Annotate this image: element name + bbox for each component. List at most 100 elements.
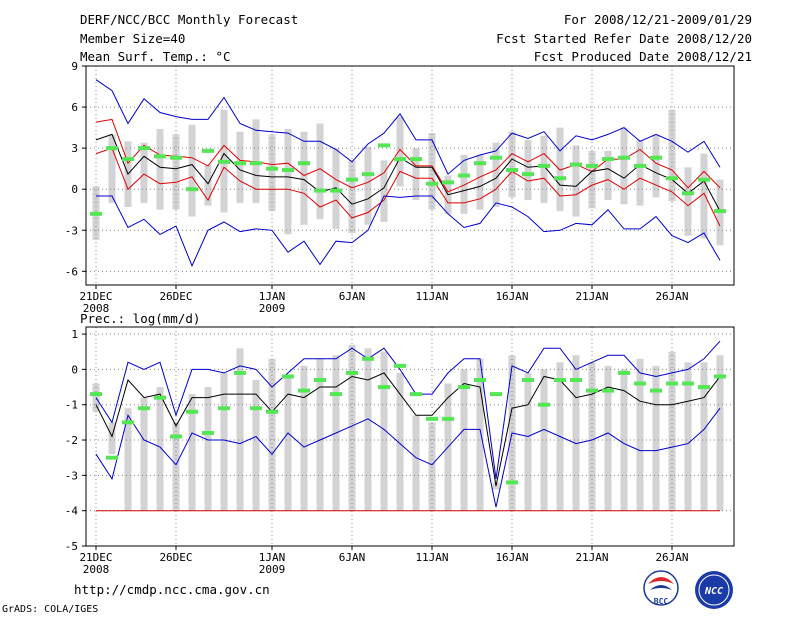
temp-series-min — [96, 195, 721, 268]
prec-range-bar — [220, 372, 228, 511]
temp-ensemble-mark — [106, 146, 118, 151]
source-url[interactable]: http://cmdp.ncc.cma.gov.cn — [74, 582, 270, 597]
temp-x-tick-label: 21JAN — [575, 290, 608, 303]
temp-ensemble-mark — [682, 191, 694, 196]
prec-frame — [85, 326, 735, 547]
temp-series-max — [95, 79, 721, 175]
temp-y-tick-label: 3 — [71, 142, 78, 155]
temp-ensemble-mark — [282, 168, 294, 173]
temp-ensemble-mark — [570, 162, 582, 167]
prec-ensemble-mark — [442, 416, 454, 421]
temp-range-bar — [588, 150, 596, 209]
prec-ensemble-mark — [618, 370, 630, 375]
prec-range-bar — [716, 355, 724, 511]
temp-ensemble-mark — [458, 173, 470, 178]
prec-range-bar — [124, 408, 132, 511]
prec-x-tick-label: 21JAN — [575, 551, 608, 564]
temp-range-bar — [252, 119, 260, 203]
prec-ensemble-mark — [506, 480, 518, 485]
precip-variable-label: Prec.: log(mm/d) — [80, 311, 201, 326]
bcc-logo-icon: BCC — [643, 570, 679, 606]
prec-ensemble-mark — [698, 385, 710, 390]
temp-ensemble-mark — [522, 172, 534, 177]
temp-ensemble-mark — [186, 187, 198, 192]
prec-series-mean — [95, 372, 721, 487]
prec-range-bar — [428, 422, 436, 511]
prec-x-tick-label: 6JAN — [339, 551, 366, 564]
prec-ensemble-mark — [378, 385, 390, 390]
temp-ensemble-mark — [426, 181, 438, 186]
temp-range-bar — [620, 127, 628, 205]
prec-ensemble-mark — [714, 374, 726, 379]
prec-ensemble-mark — [234, 370, 246, 375]
prec-x-tick-year-label: 2008 — [83, 563, 110, 576]
temp-ensemble-mark — [650, 155, 662, 160]
forecast-period: For 2008/12/21-2009/01/29 — [563, 12, 752, 27]
temp-range-bar — [572, 145, 580, 217]
prec-range-bar — [652, 365, 660, 511]
temp-range-bar — [476, 154, 484, 210]
prec-range-bar — [252, 379, 260, 511]
temp-range-bar — [412, 148, 420, 201]
temp-range-bar — [524, 139, 532, 201]
temp-ensemble-mark — [634, 163, 646, 168]
temp-ensemble-mark — [410, 157, 422, 162]
prec-ensemble-mark — [282, 374, 294, 379]
prec-y-tick-label: -2 — [65, 434, 78, 447]
prec-x-tick-label: 11JAN — [415, 551, 448, 564]
temp-range-bar — [140, 142, 148, 203]
temp-ensemble-mark — [298, 161, 310, 166]
prec-ensemble-mark — [202, 430, 214, 435]
prec-ensemble-mark — [666, 381, 678, 386]
prec-ensemble-mark — [426, 416, 438, 421]
prec-ensemble-mark — [682, 381, 694, 386]
temp-range-bar — [428, 133, 436, 210]
prec-ensemble-mark — [122, 420, 134, 425]
prec-ensemble-mark — [410, 392, 422, 397]
prec-ensemble-mark — [586, 388, 598, 393]
prec-ensemble-mark — [474, 377, 486, 382]
temp-ensemble-mark — [170, 155, 182, 160]
temp-range-bar — [172, 134, 180, 210]
temp-ensemble-mark — [490, 155, 502, 160]
prec-x-tick-year-label: 2009 — [259, 563, 286, 576]
prec-range-bar — [236, 348, 244, 511]
temp-y-tick-label: 9 — [71, 60, 78, 73]
prec-range-bar — [140, 397, 148, 511]
temp-ensemble-mark — [602, 157, 614, 162]
temp-series-spread_lower — [95, 147, 721, 227]
temp-ensemble-mark — [154, 154, 166, 159]
prec-ensemble-mark — [650, 388, 662, 393]
prec-x-tick-label: 26JAN — [655, 551, 688, 564]
temp-y-tick-label: -3 — [65, 224, 78, 237]
prec-ensemble-mark — [538, 402, 550, 407]
prec-y-tick-label: -5 — [65, 540, 78, 553]
temp-range-bar — [636, 139, 644, 206]
temp-range-bar — [652, 134, 660, 198]
temp-ensemble-mark — [618, 155, 630, 160]
prec-ensemble-mark — [394, 363, 406, 368]
prec-series-max — [95, 340, 721, 479]
prec-range-bar — [108, 422, 116, 455]
temp-ensemble-mark — [330, 188, 342, 193]
prec-ensemble-mark — [362, 356, 374, 361]
logos: BCC NCC — [643, 570, 733, 609]
prec-range-bar — [540, 369, 548, 511]
prec-ensemble-mark — [298, 388, 310, 393]
temp-range-bar — [700, 153, 708, 239]
prec-range-bar — [636, 358, 644, 511]
temp-y-tick-label: 0 — [71, 183, 78, 196]
prec-ensemble-mark — [570, 377, 582, 382]
prec-range-bar — [172, 422, 180, 511]
prec-series-min — [95, 407, 721, 508]
temp-ensemble-mark — [378, 143, 390, 148]
prec-range-bar — [412, 415, 420, 511]
prec-ensemble-mark — [314, 377, 326, 382]
prec-ensemble-mark — [218, 406, 230, 411]
temp-x-tick-label: 26JAN — [655, 290, 688, 303]
temp-range-bar — [316, 123, 324, 220]
temp-x-tick-year-label: 2009 — [259, 302, 286, 315]
prec-range-bar — [284, 376, 292, 511]
temp-x-tick-label: 26DEC — [159, 290, 192, 303]
